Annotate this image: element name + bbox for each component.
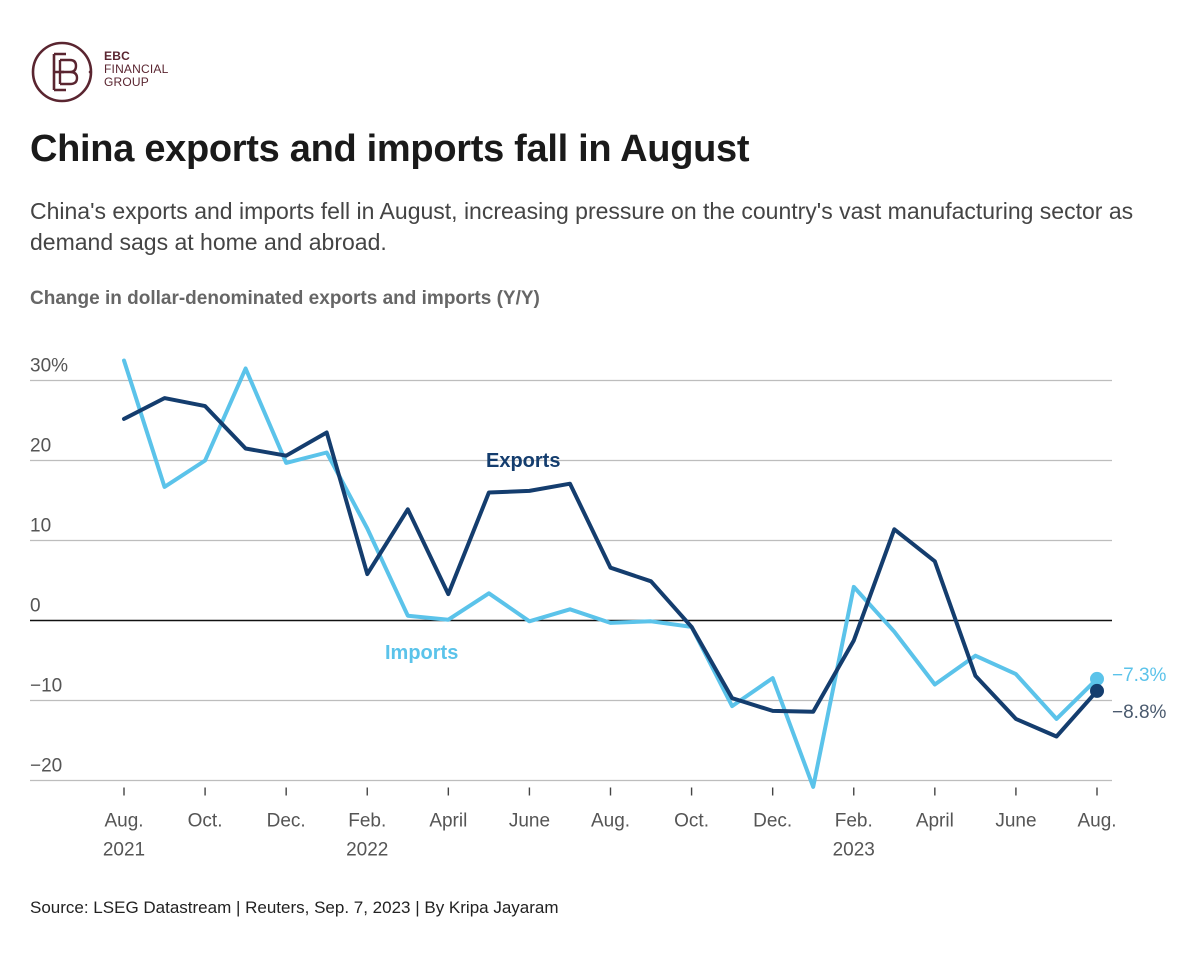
y-tick-label: 0	[30, 596, 41, 617]
y-tick-label: 20	[30, 436, 51, 457]
x-axis-labels: Aug. 2021 Oct. Dec. Feb. 2022 April June Aug. Oct…	[103, 787, 1117, 861]
x-tick-label: Aug.	[1077, 811, 1116, 832]
x-tick-label: June	[509, 811, 550, 832]
page-subtitle: China's exports and imports fell in Augu…	[30, 198, 1134, 255]
x-tick-year-label: 2023	[833, 840, 875, 861]
x-tick-label: April	[429, 811, 467, 832]
y-axis-labels: 30% 20 10 0 −10 −20	[30, 356, 68, 777]
series-label-exports: Exports	[486, 450, 560, 472]
brand-text: EBC FINANCIAL GROUP	[104, 50, 168, 89]
series-label-imports: Imports	[385, 642, 458, 664]
x-tick-year-label: 2021	[103, 840, 145, 861]
brand-line-2: FINANCIAL	[104, 62, 169, 76]
y-tick-label: −20	[30, 756, 62, 777]
y-tick-label: 10	[30, 516, 51, 537]
x-tick-label: Aug.	[591, 811, 630, 832]
chart-title: Change in dollar-denominated exports and…	[30, 288, 540, 309]
series-layer	[122, 358, 1104, 789]
series-line-exports	[122, 396, 1099, 739]
series-labels: Exports Imports −7.3% −8.8%	[385, 450, 1167, 723]
x-tick-label: April	[916, 811, 954, 832]
x-tick-label: Feb.	[348, 811, 386, 832]
x-tick-label: Dec.	[753, 811, 792, 832]
end-marker-exports	[1090, 683, 1104, 698]
page-title: China exports and imports fall in August	[30, 128, 750, 170]
series-line-imports	[122, 358, 1099, 789]
x-tick-label: Oct.	[188, 811, 223, 832]
brand-logo: EBC FINANCIAL GROUP	[30, 40, 230, 104]
brand-mark-icon	[31, 41, 93, 103]
x-tick-label: June	[995, 811, 1036, 832]
end-label-imports: −7.3%	[1112, 665, 1167, 686]
brand-line-3: GROUP	[104, 75, 150, 89]
source-note: Source: LSEG Datastream | Reuters, Sep. …	[30, 898, 559, 917]
x-tick-year-label: 2022	[346, 840, 388, 861]
grid-layer	[30, 379, 1112, 782]
y-tick-label: 30%	[30, 356, 68, 377]
x-tick-label: Feb.	[835, 811, 873, 832]
end-marker-imports	[1090, 671, 1104, 686]
x-tick-label: Oct.	[674, 811, 709, 832]
x-tick-label: Aug.	[104, 811, 143, 832]
end-label-exports: −8.8%	[1112, 702, 1167, 723]
brand-line-1: EBC	[104, 49, 130, 63]
y-tick-label: −10	[30, 676, 62, 697]
x-tick-label: Dec.	[267, 811, 306, 832]
